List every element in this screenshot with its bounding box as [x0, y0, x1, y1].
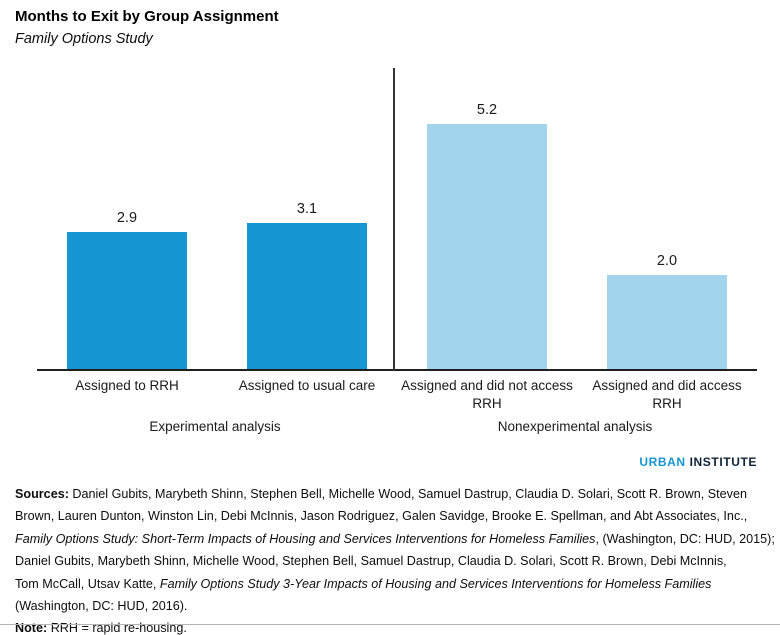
value-label-assigned-and-did-access-rrh: 2.0 [656, 253, 678, 269]
bar-assigned-to-rrh [67, 232, 187, 369]
group-label-experimental-analysis: Experimental analysis [149, 419, 281, 434]
category-label-assigned-to-usual-care: Assigned to usual care [238, 378, 376, 393]
logo-institute-text: INSTITUTE [689, 455, 757, 469]
source-line: (Washington, DC: HUD, 2016). [15, 595, 777, 617]
text-segment: (Washington, DC: HUD, 2016). [15, 599, 188, 614]
chart-title: Months to Exit by Group Assignment [15, 8, 279, 25]
bar-assigned-to-usual-care [247, 223, 367, 369]
category-label-assigned-to-rrh: Assigned to RRH [75, 378, 179, 393]
source-line: Family Options Study: Short-Term Impacts… [15, 528, 777, 550]
group-label-nonexperimental-analysis: Nonexperimental analysis [497, 419, 653, 434]
bar-assigned-and-did-access-rrh [607, 275, 727, 369]
category-label-assigned-and-did-access-rrh: Assigned and did access RRH [592, 378, 742, 411]
source-line: Brown, Lauren Dunton, Winston Lin, Debi … [15, 505, 777, 527]
bar-assigned-and-did-not-access-rrh [427, 124, 547, 369]
text-segment: Daniel Gubits, Marybeth Shinn, Stephen B… [72, 487, 747, 501]
chart-subtitle: Family Options Study [15, 31, 153, 47]
logo-urban-text: URBAN [639, 455, 686, 469]
text-segment: Daniel Gubits, Marybeth Shinn, Michelle … [15, 554, 727, 569]
text-segment: , (Washington, DC: HUD, 2015); [595, 531, 775, 546]
x-axis-group-labels: Experimental analysis Nonexperimental ana… [37, 419, 757, 439]
source-line: Tom McCall, Utsav Katte, Family Options … [15, 573, 777, 595]
plot-area: 2.9 3.1 5.2 2.0 [37, 68, 757, 371]
value-label-assigned-and-did-not-access-rrh: 5.2 [476, 102, 498, 118]
text-segment: Family Options Study: Short-Term Impacts… [15, 531, 596, 546]
text-segment: Family Options Study 3-Year Impacts of H… [159, 576, 712, 591]
value-label-assigned-to-rrh: 2.9 [116, 210, 138, 226]
value-label-assigned-to-usual-care: 3.1 [296, 201, 318, 217]
text-segment: Tom McCall, Utsav Katte, [15, 576, 160, 591]
category-label-assigned-and-did-not-access-rrh: Assigned and did not access RRH [401, 378, 573, 411]
source-line: Daniel Gubits, Marybeth Shinn, Michelle … [15, 550, 777, 572]
group-divider-line [393, 68, 395, 371]
urban-institute-logo: URBAN INSTITUTE [639, 455, 757, 469]
bottom-rule [0, 624, 780, 625]
text-segment: Brown, Lauren Dunton, Winston Lin, Debi … [15, 509, 748, 524]
sources-note-block: Sources: Daniel Gubits, Marybeth Shinn, … [15, 483, 777, 635]
note-line: Note: RRH = rapid re-housing. [15, 617, 777, 635]
x-axis-category-labels: Assigned to RRH Assigned to usual care Ass… [37, 377, 757, 417]
source-line: Sources: Daniel Gubits, Marybeth Shinn, … [15, 483, 777, 505]
text-segment: Sources: [15, 487, 73, 501]
